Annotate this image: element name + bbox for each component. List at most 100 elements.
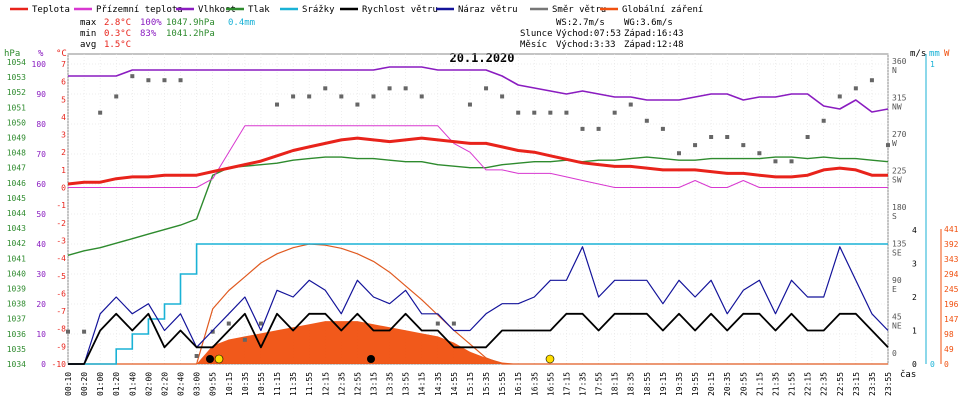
axis-unit-mm: mm <box>929 49 940 59</box>
sun-set-marker <box>545 354 555 364</box>
tick-time-49: 23:15 <box>852 372 861 396</box>
tick-ms-0: 4 <box>912 226 917 235</box>
tick-dir-lbl-5: SE <box>892 249 902 258</box>
wind-dir-point-32 <box>580 126 585 131</box>
tick-hpa-12: 1042 <box>7 239 26 248</box>
series-humidity <box>68 66 889 113</box>
wind-dir-point-21 <box>403 86 408 91</box>
wind-dir-point-46 <box>805 135 810 139</box>
tick-time-21: 13:55 <box>402 372 411 396</box>
tick-time-17: 12:35 <box>337 372 346 396</box>
stats-hum-min: 83% <box>140 29 157 39</box>
wind-dir-point-42 <box>741 143 746 148</box>
tick-time-11: 10:35 <box>241 372 250 396</box>
moon-rise-marker <box>206 355 214 363</box>
wind-dir-point-6 <box>162 78 167 83</box>
tick-dir-deg-0: 360 <box>892 57 907 66</box>
tick-w-8: 49 <box>944 345 954 354</box>
wind-dir-point-33 <box>596 126 601 131</box>
wind-dir-point-9 <box>210 329 215 334</box>
series-wind-speed <box>68 312 889 365</box>
tick-degc-9: -2 <box>56 219 66 228</box>
tick-pct-9: 10 <box>36 330 46 339</box>
tick-hpa-5: 1049 <box>7 134 26 143</box>
tick-time-43: 21:15 <box>755 372 764 396</box>
tick-dir-deg-5: 135 <box>892 240 907 249</box>
series-radiation-area <box>68 321 888 364</box>
wind-dir-point-26 <box>484 86 489 91</box>
tick-pct-6: 40 <box>36 240 46 249</box>
tick-hpa-20: 1034 <box>7 360 26 369</box>
wind-dir-point-35 <box>628 102 633 107</box>
tick-w-2: 343 <box>944 255 959 264</box>
axis-unit-time: čas <box>900 369 916 380</box>
stats-hum-max: 100% <box>140 18 162 28</box>
tick-w-3: 294 <box>944 270 959 279</box>
sun-label: Slunce <box>520 29 553 39</box>
tick-hpa-14: 1040 <box>7 269 26 278</box>
wind-dir-point-20 <box>387 86 392 91</box>
tick-ms-3: 1 <box>912 327 917 336</box>
tick-time-4: 01:40 <box>128 372 137 396</box>
wind-dir-point-22 <box>419 94 424 99</box>
tick-dir-deg-4: 180 <box>892 203 907 212</box>
tick-pct-3: 70 <box>36 150 46 159</box>
wind-dir-point-49 <box>853 86 858 91</box>
wind-dir-point-50 <box>869 78 874 83</box>
tick-degc-7: 0 <box>61 184 66 193</box>
tick-hpa-6: 1048 <box>7 149 26 158</box>
stats-max-label: max <box>80 18 97 28</box>
tick-time-51: 23:55 <box>884 372 893 396</box>
tick-time-47: 22:35 <box>820 372 829 396</box>
wind-dir-point-39 <box>693 143 698 148</box>
tick-hpa-1: 1053 <box>7 73 26 82</box>
tick-pct-8: 20 <box>36 300 46 309</box>
tick-w-6: 147 <box>944 315 959 324</box>
wind-dir-point-48 <box>837 94 842 99</box>
tick-pct-4: 60 <box>36 180 46 189</box>
tick-w-1: 392 <box>944 240 959 249</box>
tick-hpa-15: 1039 <box>7 285 26 294</box>
tick-time-2: 01:00 <box>96 372 105 396</box>
tick-dir-lbl-4: S <box>892 212 897 221</box>
tick-w-7: 98 <box>944 330 954 339</box>
sun-set: Západ:16:43 <box>624 29 684 39</box>
tick-mm-1: 0 <box>930 360 935 369</box>
tick-time-25: 15:15 <box>466 372 475 396</box>
tick-time-3: 01:20 <box>112 372 121 396</box>
stats-rain-total: 0.4mm <box>228 18 255 28</box>
series-wind-gust <box>68 246 889 365</box>
tick-hpa-8: 1046 <box>7 179 26 188</box>
legend-label-3: Tlak <box>248 5 270 15</box>
tick-pct-7: 30 <box>36 270 46 279</box>
tick-degc-17: -10 <box>52 360 67 369</box>
tick-time-18: 12:55 <box>353 372 362 396</box>
stats-press-max: 1047.9hPa <box>166 18 215 28</box>
wind-dir-point-2 <box>98 110 103 115</box>
tick-dir-deg-1: 315 <box>892 94 907 103</box>
tick-hpa-4: 1050 <box>7 118 26 127</box>
tick-degc-13: -6 <box>56 289 66 298</box>
wind-dir-point-8 <box>194 354 199 358</box>
wind-wg: WG:3.6m/s <box>624 18 673 28</box>
tick-degc-11: -4 <box>56 254 66 263</box>
sun-rise: Východ:07:53 <box>556 29 621 39</box>
tick-time-29: 16:35 <box>530 372 539 396</box>
stats-temp-max: 2.8°C <box>104 18 131 28</box>
moon-label: Měsíc <box>520 40 547 50</box>
wind-dir-point-47 <box>821 118 826 123</box>
wind-dir-point-27 <box>500 94 505 99</box>
moon-set-marker <box>367 355 375 363</box>
tick-time-44: 21:35 <box>771 372 780 396</box>
plot-frame <box>67 53 889 365</box>
tick-time-1: 00:20 <box>80 372 89 396</box>
legend-label-6: Náraz větru <box>458 5 518 15</box>
tick-time-8: 03:00 <box>193 372 202 396</box>
tick-time-34: 18:15 <box>611 372 620 396</box>
tick-hpa-16: 1038 <box>7 300 26 309</box>
tick-time-31: 17:15 <box>562 372 571 396</box>
chart-title: 20.1.2020 <box>449 51 514 65</box>
tick-hpa-18: 1036 <box>7 330 26 339</box>
series-ground-temp <box>68 125 888 188</box>
tick-hpa-13: 1041 <box>7 254 26 263</box>
